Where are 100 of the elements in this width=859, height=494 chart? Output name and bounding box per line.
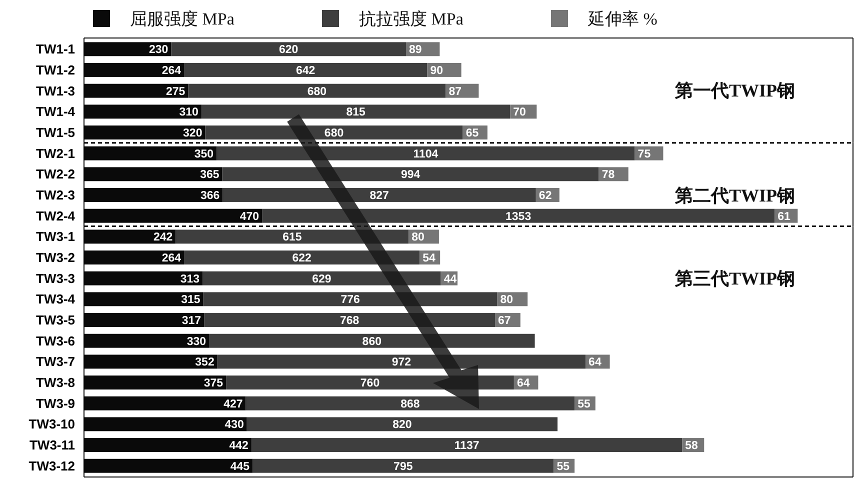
- data-label: 680: [324, 128, 344, 140]
- y-tick-label: TW3-10: [28, 416, 75, 432]
- data-label: 64: [516, 378, 530, 390]
- data-label: 65: [466, 128, 480, 140]
- legend-label: 屈服强度 MPa: [130, 9, 235, 28]
- bar: [209, 334, 535, 348]
- bar: [188, 84, 446, 98]
- data-label: 365: [200, 169, 220, 182]
- bar: [201, 104, 510, 119]
- y-tick-label: TW3-8: [36, 375, 75, 390]
- bar: [251, 438, 682, 452]
- data-label: 860: [362, 336, 382, 348]
- data-label: 55: [556, 460, 570, 473]
- data-label: 264: [162, 252, 182, 265]
- data-label: 62: [538, 190, 552, 202]
- y-tick-label: TW3-11: [29, 438, 75, 453]
- bar: [222, 167, 599, 182]
- data-label: 1104: [413, 148, 439, 160]
- data-label: 820: [392, 419, 412, 432]
- y-tick-label: TW1-5: [36, 125, 75, 140]
- data-label: 80: [412, 232, 424, 244]
- bar: [176, 230, 409, 244]
- y-tick-label: TW2-1: [36, 146, 75, 161]
- data-label: 768: [340, 315, 360, 328]
- data-label: 470: [240, 210, 260, 223]
- y-tick-label: TW3-9: [36, 396, 75, 411]
- y-tick-label: TW3-12: [28, 458, 75, 474]
- y-tick-label: TW3-4: [36, 292, 76, 307]
- data-label: 64: [588, 356, 602, 369]
- bar: [246, 396, 575, 410]
- data-label: 75: [638, 148, 652, 160]
- annotation: 第一代TWIP钢: [674, 80, 796, 100]
- y-tick-label: TW3-7: [36, 354, 75, 370]
- data-label: 90: [430, 65, 444, 78]
- data-label: 442: [229, 440, 248, 452]
- data-label: 352: [195, 356, 214, 369]
- data-label: 760: [360, 378, 380, 390]
- y-tick-label: TW3-6: [36, 333, 75, 348]
- data-label: 317: [182, 315, 202, 328]
- data-label: 230: [148, 44, 168, 56]
- data-label: 315: [181, 294, 201, 306]
- y-tick-label: TW1-2: [36, 62, 75, 78]
- data-label: 994: [400, 169, 421, 182]
- data-label: 78: [602, 169, 616, 182]
- data-label: 242: [153, 232, 173, 244]
- data-label: 70: [513, 106, 526, 119]
- y-tick-label: TW1-4: [36, 104, 76, 120]
- data-label: 445: [230, 460, 250, 473]
- data-label: 61: [778, 210, 791, 223]
- y-tick-label: TW3-2: [36, 250, 75, 266]
- data-label: 815: [346, 106, 366, 119]
- bar: [246, 417, 558, 432]
- data-label: 1137: [454, 440, 480, 452]
- data-label: 330: [186, 336, 206, 348]
- data-label: 54: [422, 252, 436, 265]
- y-tick-label: TW2-2: [36, 166, 75, 182]
- data-label: 313: [180, 273, 200, 286]
- data-label: 44: [444, 273, 458, 286]
- data-label: 615: [282, 232, 302, 244]
- data-label: 427: [224, 398, 243, 410]
- data-label: 629: [312, 273, 332, 286]
- y-tick-label: TW2-4: [36, 208, 76, 224]
- data-label: 58: [685, 440, 699, 452]
- data-label: 795: [394, 460, 414, 473]
- data-label: 776: [340, 294, 360, 306]
- legend-label: 抗拉强度 MPa: [359, 9, 464, 28]
- data-label: 972: [392, 356, 412, 369]
- y-tick-label: TW1-3: [36, 83, 75, 98]
- data-label: 620: [278, 44, 298, 56]
- annotation: 第二代TWIP钢: [674, 185, 796, 206]
- bar: [216, 146, 635, 160]
- bar: [184, 63, 428, 77]
- data-label: 275: [166, 86, 186, 98]
- data-label: 622: [292, 252, 312, 265]
- legend-label: 延伸率 %: [587, 9, 658, 28]
- y-tick-label: TW1-1: [36, 42, 75, 57]
- bar: [184, 250, 420, 264]
- data-label: 375: [204, 378, 224, 390]
- bar: [222, 188, 536, 202]
- bar: [202, 271, 441, 286]
- data-label: 310: [179, 106, 198, 119]
- bar: [205, 126, 463, 140]
- bar: [171, 42, 406, 56]
- y-tick-label: TW3-3: [36, 270, 75, 286]
- data-label: 366: [200, 190, 220, 202]
- annotation: 第三代TWIP钢: [674, 268, 796, 289]
- data-label: 67: [498, 315, 511, 328]
- data-label: 80: [500, 294, 514, 306]
- bar: [204, 313, 496, 327]
- data-label: 264: [162, 65, 182, 78]
- data-label: 89: [408, 44, 422, 56]
- y-tick-label: TW2-3: [36, 188, 75, 203]
- bar: [217, 354, 586, 369]
- data-label: 87: [448, 86, 462, 98]
- data-label: 1353: [506, 210, 532, 223]
- bar: [262, 208, 775, 223]
- data-label: 827: [370, 190, 389, 202]
- data-label: 55: [578, 398, 591, 410]
- bar: [203, 292, 498, 306]
- data-label: 642: [296, 65, 316, 78]
